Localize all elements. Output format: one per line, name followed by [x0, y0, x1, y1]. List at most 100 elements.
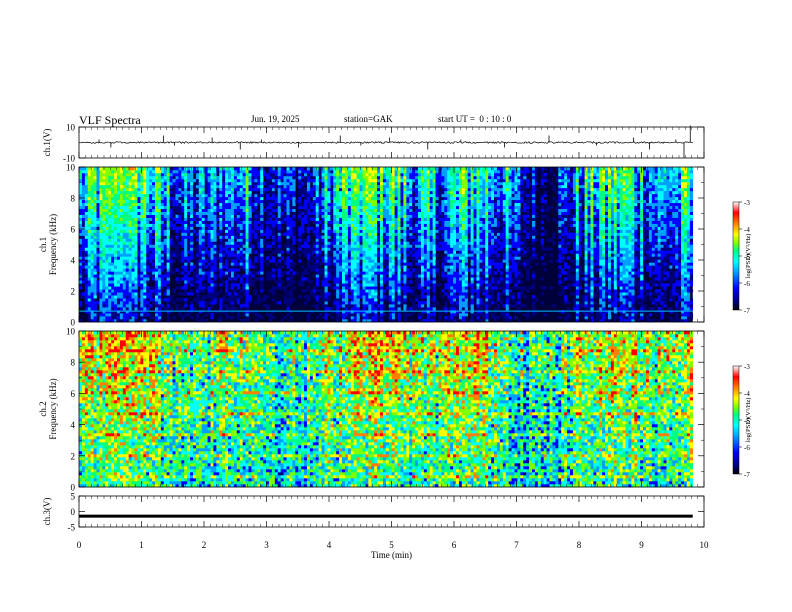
- spectrogram-cell: [360, 233, 363, 236]
- spectrogram-cell: [392, 307, 395, 310]
- spectrogram-cell: [395, 256, 398, 259]
- spectrogram-cell: [181, 167, 184, 170]
- spectrogram-cell: [260, 265, 263, 268]
- spectrogram-cell: [403, 262, 406, 265]
- spectrogram-cell: [327, 245, 330, 248]
- spectrogram-cell: [301, 277, 304, 280]
- spectrogram-cell: [222, 215, 225, 218]
- spectrogram-cell: [228, 194, 231, 197]
- spectrogram-cell: [357, 179, 360, 182]
- spectrogram-cell: [386, 185, 389, 188]
- spectrogram-cell: [266, 194, 269, 197]
- spectrogram-cell: [199, 271, 202, 274]
- spectrogram-cell: [146, 176, 149, 179]
- spectrogram-cell: [202, 295, 205, 298]
- spectrogram-cell: [184, 292, 187, 295]
- spectrogram-cell: [368, 197, 371, 200]
- spectrogram-cell: [120, 179, 123, 182]
- spectrogram-cell: [164, 277, 167, 280]
- spectrogram-cell: [257, 212, 260, 215]
- spectrogram-cell: [339, 173, 342, 176]
- spectrogram-cell: [190, 242, 193, 245]
- spectrogram-cell: [114, 206, 117, 209]
- spectrogram-cell: [257, 247, 260, 250]
- spectrogram-cell: [237, 233, 240, 236]
- spectrogram-cell: [243, 239, 246, 242]
- spectrogram-cell: [117, 316, 120, 319]
- spectrogram-cell: [97, 218, 100, 221]
- spectrogram-cell: [231, 286, 234, 289]
- spectrogram-cell: [205, 179, 208, 182]
- spectrogram-cell: [208, 209, 211, 212]
- spectrogram-cell: [325, 265, 328, 268]
- spectrogram-cell: [199, 289, 202, 292]
- spectrogram-cell: [327, 224, 330, 227]
- spectrogram-cell: [216, 224, 219, 227]
- spectrogram-cell: [91, 224, 94, 227]
- spectrogram-cell: [348, 242, 351, 245]
- spectrogram-cell: [251, 262, 254, 265]
- spectrogram-cell: [403, 218, 406, 221]
- spectrogram-cell: [187, 271, 190, 274]
- spectrogram-cell: [339, 268, 342, 271]
- spectrogram-cell: [313, 295, 316, 298]
- spectrogram-cell: [117, 239, 120, 242]
- spectrogram-cell: [354, 206, 357, 209]
- spectrogram-cell: [135, 173, 138, 176]
- spectrogram-cell: [307, 239, 310, 242]
- spectrogram-cell: [409, 218, 412, 221]
- spectrogram-cell: [316, 224, 319, 227]
- spectrogram-cell: [208, 262, 211, 265]
- spectrogram-cell: [135, 191, 138, 194]
- spectrogram-cell: [310, 280, 313, 283]
- spectrogram-cell: [327, 277, 330, 280]
- spectrogram-cell: [88, 182, 91, 185]
- spectrogram-cell: [231, 253, 234, 256]
- spectrogram-cell: [129, 301, 132, 304]
- spectrogram-cell: [82, 179, 85, 182]
- spectrogram-cell: [342, 227, 345, 230]
- spectrogram-cell: [357, 206, 360, 209]
- spectrogram-cell: [140, 247, 143, 250]
- spectrogram-cell: [79, 179, 82, 182]
- spectrogram-cell: [330, 286, 333, 289]
- spectrogram-cell: [304, 200, 307, 203]
- spectrogram-cell: [398, 179, 401, 182]
- spectrogram-cell: [392, 277, 395, 280]
- spectrogram-cell: [246, 182, 249, 185]
- spectrogram-cell: [395, 233, 398, 236]
- spectrogram-cell: [298, 188, 301, 191]
- spectrogram-cell: [152, 212, 155, 215]
- spectrogram-cell: [403, 245, 406, 248]
- spectrogram-cell: [354, 307, 357, 310]
- spectrogram-cell: [99, 182, 102, 185]
- spectrogram-cell: [409, 292, 412, 295]
- spectrogram-cell: [219, 242, 222, 245]
- spectrogram-cell: [216, 194, 219, 197]
- spectrogram-cell: [140, 209, 143, 212]
- spectrogram-cell: [222, 176, 225, 179]
- spectrogram-cell: [79, 247, 82, 250]
- spectrogram-cell: [161, 176, 164, 179]
- spectrogram-cell: [392, 280, 395, 283]
- spectrogram-cell: [216, 245, 219, 248]
- spectrogram-cell: [307, 295, 310, 298]
- spectrogram-cell: [97, 173, 100, 176]
- spectrogram-cell: [325, 289, 328, 292]
- spectrogram-cell: [298, 227, 301, 230]
- spectrogram-cell: [143, 274, 146, 277]
- spectrogram-cell: [102, 221, 105, 224]
- spectrogram-cell: [412, 289, 415, 292]
- spectrogram-cell: [316, 230, 319, 233]
- spectrogram-cell: [213, 268, 216, 271]
- spectrogram-cell: [149, 253, 152, 256]
- spectrogram-cell: [383, 218, 386, 221]
- spectrogram-cell: [327, 185, 330, 188]
- spectrogram-cell: [184, 277, 187, 280]
- spectrogram-cell: [82, 173, 85, 176]
- spectrogram-cell: [202, 286, 205, 289]
- spectrogram-cell: [342, 274, 345, 277]
- spectrogram-cell: [333, 239, 336, 242]
- spectrogram-cell: [289, 280, 292, 283]
- spectrogram-cell: [126, 206, 129, 209]
